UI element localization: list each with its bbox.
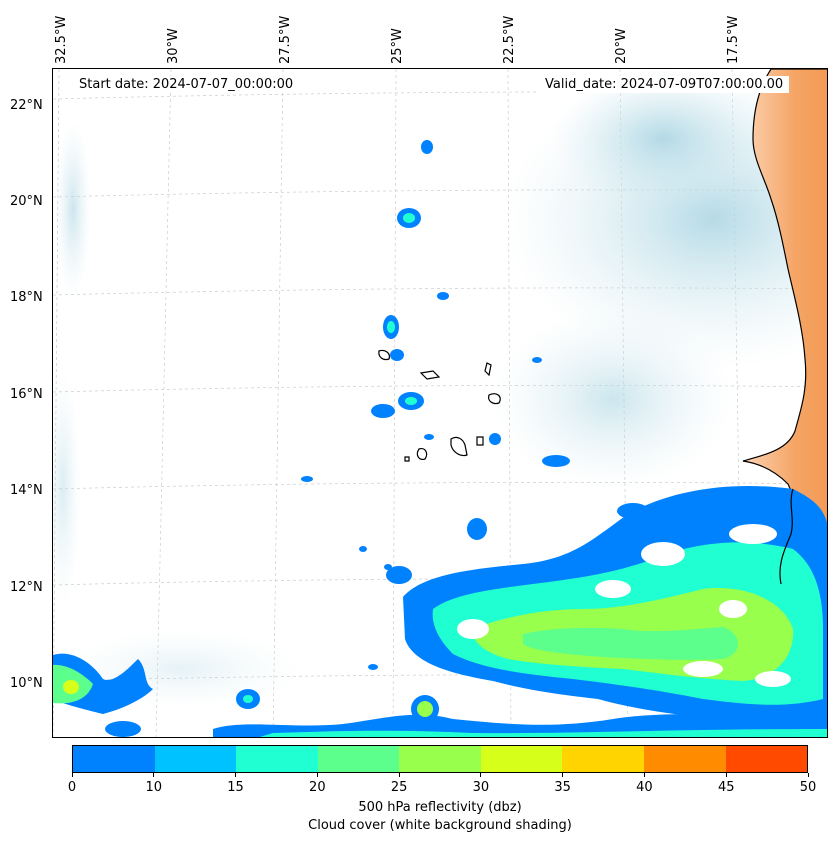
colorbar-tick-mark: [398, 773, 400, 777]
colorbar-tick-label: 20: [309, 780, 326, 795]
colorbar-tick-label: 45: [717, 780, 735, 795]
colorbar-tick-mark: [562, 773, 564, 777]
latitude-label: 12°N: [10, 580, 43, 595]
colorbar-tick-label: 15: [227, 780, 244, 795]
cloud-cover-shading: [53, 69, 827, 709]
latitude-label: 18°N: [10, 290, 43, 305]
colorbar-tick-mark: [153, 773, 155, 777]
colorbar-tick-mark: [643, 773, 645, 777]
longitude-label: 22.5°W: [502, 15, 517, 64]
colorbar-tick-mark: [71, 773, 73, 777]
colorbar-segment: [480, 746, 563, 772]
latitude-label: 16°N: [10, 387, 43, 402]
colorbar-tick-label: 30: [472, 780, 490, 795]
colorbar-segment: [725, 746, 808, 772]
longitude-label: 17.5°W: [726, 15, 741, 64]
coastline: [779, 488, 794, 585]
colorbar-tick-label: 25: [390, 780, 408, 795]
latitude-label: 14°N: [10, 483, 43, 498]
colorbar-tick-label: 0: [67, 780, 77, 795]
colorbar-segment: [399, 746, 481, 772]
colorbar-segment: [236, 746, 318, 772]
longitude-label: 25°W: [390, 28, 405, 64]
colorbar-tick-mark: [316, 773, 318, 777]
colorbar: [72, 745, 808, 773]
colorbar-segment: [562, 746, 644, 772]
longitude-label: 27.5°W: [278, 15, 293, 64]
longitude-label: 30°W: [166, 28, 181, 64]
latitude-label: 20°N: [10, 194, 43, 209]
colorbar-label-cloud: Cloud cover (white background shading): [308, 818, 572, 833]
islands: [378, 349, 501, 462]
longitude-label: 32.5°W: [54, 15, 69, 64]
map-canvas: [53, 69, 827, 737]
colorbar-tick-label: 40: [636, 780, 653, 795]
colorbar-tick-label: 50: [799, 780, 817, 795]
latitude-label: 22°N: [10, 98, 43, 113]
colorbar-tick-mark: [480, 773, 482, 777]
map-panel: [52, 68, 828, 738]
latitude-label: 10°N: [10, 676, 43, 691]
start-date-label: Start date: 2024-07-07_00:00:00: [73, 76, 300, 93]
colorbar-segment: [643, 746, 726, 772]
reflectivity-field: [53, 140, 827, 737]
colorbar-tick-mark: [235, 773, 237, 777]
colorbar-tick-mark: [807, 773, 809, 777]
colorbar-segment: [154, 746, 237, 772]
colorbar-segment: [73, 746, 155, 772]
colorbar-tick-label: 10: [145, 780, 163, 795]
colorbar-label-reflectivity: 500 hPa reflectivity (dbz): [358, 800, 522, 815]
colorbar-segment: [317, 746, 400, 772]
valid-date-label: Valid_date: 2024-07-09T07:00:00.00: [539, 76, 790, 93]
colorbar-tick-label: 35: [554, 780, 571, 795]
colorbar-tick-mark: [725, 773, 727, 777]
longitude-label: 20°W: [614, 28, 629, 64]
